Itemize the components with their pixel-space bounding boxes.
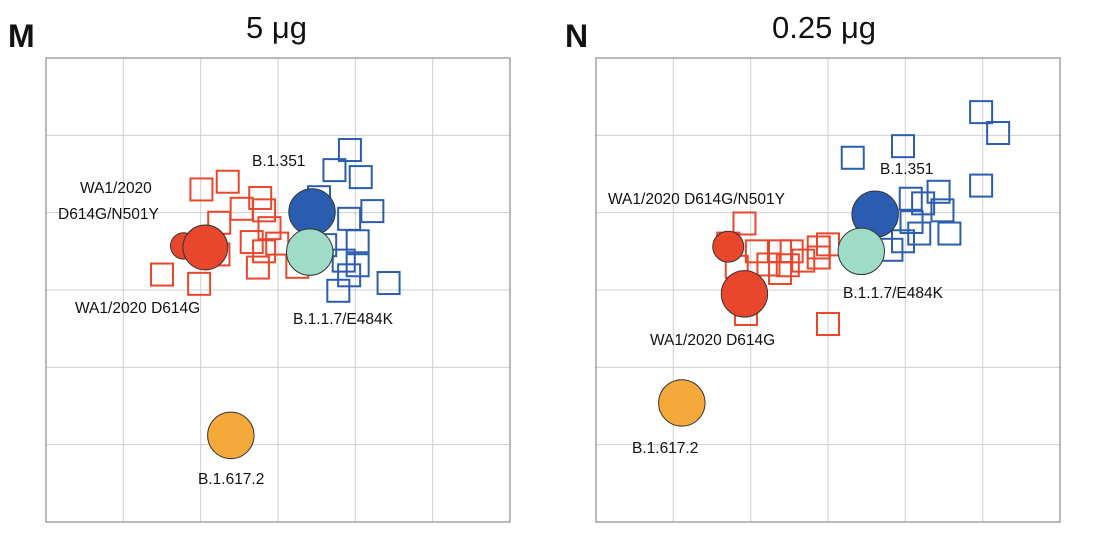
serum-point <box>239 230 264 255</box>
serum-point <box>257 216 282 241</box>
antigen-label: WA1/2020 D614G <box>75 300 200 317</box>
serum-point <box>189 177 214 202</box>
serum-point <box>891 229 916 254</box>
antigenic-map-n: WA1/2020 D614G/N501Y WA1/2020 D614G B.1.35… <box>595 57 1061 523</box>
serum-point <box>348 165 373 190</box>
plot-frame <box>595 57 1061 523</box>
antigen-label: D614G/N501Y <box>58 206 159 223</box>
chart-title: 0.25 μg <box>772 10 877 45</box>
antigen-point <box>712 230 745 263</box>
antigen-label: B.1.1.7/E484K <box>293 311 394 328</box>
antigen-point <box>288 188 336 236</box>
antigen-point <box>720 270 769 318</box>
serum-point <box>930 198 955 223</box>
antigen-point <box>182 224 229 271</box>
antigen-label: WA1/2020 <box>80 180 152 197</box>
antigen-label: WA1/2020 D614G/N501Y <box>608 191 785 208</box>
panel-n: N 0.25 μg WA1/2020 D614G/N501Y WA1/2020 D… <box>551 0 1101 550</box>
serum-point <box>840 145 865 170</box>
serum-point <box>907 221 932 246</box>
serum-point <box>265 231 290 256</box>
serum-point <box>732 211 757 236</box>
antigen-label: B.1.617.2 <box>632 440 698 457</box>
serum-point <box>376 271 401 296</box>
antigen-label: WA1/2020 D614G <box>650 332 775 349</box>
serum-point <box>331 248 356 273</box>
antigen-label: B.1.351 <box>880 161 933 178</box>
plot-frame <box>45 57 511 523</box>
antigen-label: B.1.1.7/E484K <box>843 285 944 302</box>
serum-point <box>326 278 351 303</box>
serum-point <box>891 134 916 159</box>
serum-point <box>775 253 800 278</box>
antigen-label: B.1.617.2 <box>198 471 264 488</box>
serum-point <box>245 255 270 280</box>
serum-point <box>360 199 385 224</box>
serum-point <box>337 138 362 163</box>
antigenic-map-m: WA1/2020 D614G/N501Y WA1/2020 D614G B.1.351… <box>45 57 511 523</box>
serum-point <box>252 239 277 264</box>
serum-point <box>345 229 370 254</box>
serum-point <box>791 248 816 273</box>
serum-point <box>937 221 962 246</box>
serum-point <box>768 260 793 285</box>
panel-m: M 5 μg WA1/2020 D614G/N501Y WA1/2020 D614G… <box>0 0 550 550</box>
serum-point <box>986 121 1011 146</box>
serum-point <box>322 158 347 183</box>
serum-point <box>969 173 994 198</box>
panel-letter: M <box>8 18 35 54</box>
antigen-label: B.1.351 <box>252 153 305 170</box>
antigen-point <box>286 228 334 276</box>
serum-point <box>187 271 212 296</box>
serum-point <box>969 100 994 125</box>
chart-title: 5 μg <box>246 10 307 45</box>
serum-point <box>150 262 174 287</box>
serum-point <box>215 169 240 194</box>
antigen-point <box>658 379 706 427</box>
serum-point <box>252 198 277 223</box>
antigen-point <box>207 411 255 460</box>
panel-letter: N <box>565 18 589 54</box>
serum-point <box>806 245 831 270</box>
serum-point <box>816 312 840 337</box>
serum-point <box>337 206 362 231</box>
serum-point <box>898 186 923 211</box>
antigen-point <box>837 227 885 276</box>
